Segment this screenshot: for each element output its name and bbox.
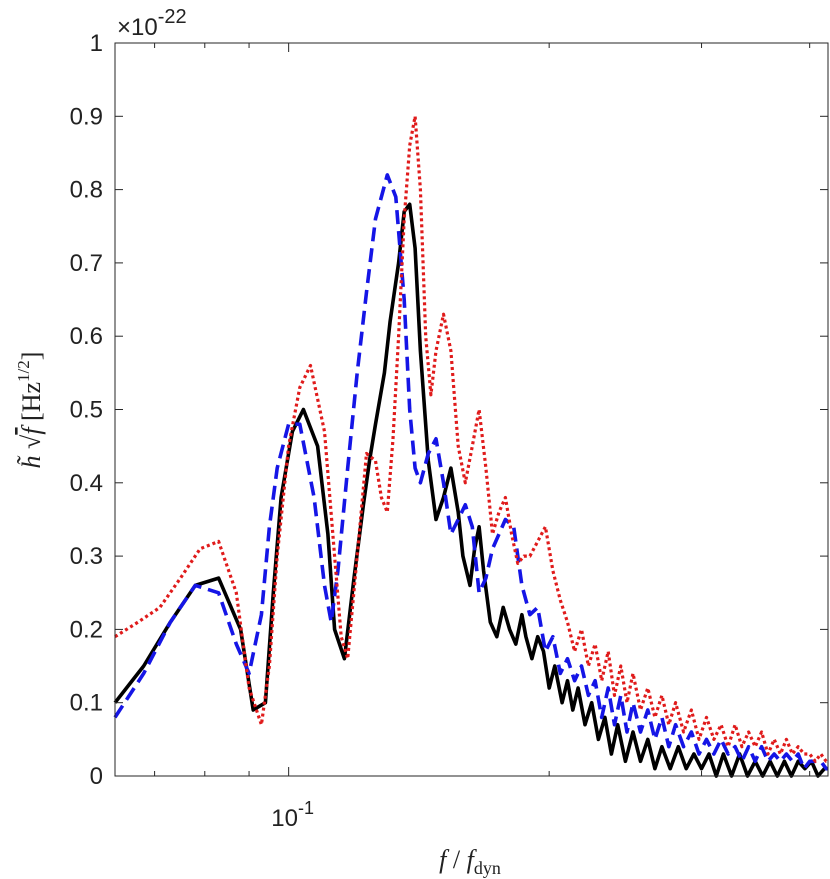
- y-axis-label-sqrt: √: [17, 434, 46, 456]
- y-tick-label: 0.2: [70, 616, 103, 643]
- y-axis-label-unit: [Hz: [17, 382, 46, 427]
- series-line-solid: [113, 202, 828, 778]
- x-axis-label-slash: /: [446, 845, 466, 874]
- y-tick-label: 0: [90, 763, 103, 790]
- y-multiplier: ×10-22: [117, 6, 187, 41]
- y-tick-label: 0.9: [70, 103, 103, 130]
- y-multiplier-exponent: -22: [158, 6, 187, 28]
- x-axis-label-fdyn: f: [467, 845, 478, 874]
- x-axis: 10-1: [154, 43, 811, 832]
- y-axis: 0 0.1 0.2 0.3 0.4 0.5 0.6 0.7 0.8 0.9 1: [70, 30, 828, 790]
- y-tick-label: 0.4: [70, 470, 103, 497]
- x-axis-label-sub: dyn: [474, 858, 501, 878]
- series-line-dashed: [113, 173, 829, 771]
- y-tick-label: 0.1: [70, 690, 103, 717]
- y-multiplier-base: ×10: [117, 14, 158, 41]
- y-axis-label: h̃ √f [Hz1/2]: [14, 352, 46, 469]
- y-tick-label: 0.6: [70, 323, 103, 350]
- plot-area: [115, 43, 828, 776]
- y-axis-label-h: h̃: [17, 455, 46, 469]
- y-tick-label: 1: [90, 30, 103, 57]
- x-axis-label-f: f: [439, 845, 450, 874]
- y-axis-label-f: f: [17, 424, 46, 435]
- x-tick-label-base: 10: [271, 805, 298, 832]
- series-line-dotted: [114, 114, 828, 763]
- x-axis-label: f / fdyn: [439, 845, 501, 878]
- series-layer: [113, 114, 829, 778]
- y-axis-label-exp: 1/2: [14, 360, 33, 382]
- x-tick-label-exponent: -1: [298, 798, 314, 818]
- x-tick-label: 10-1: [271, 798, 314, 832]
- y-tick-label: 0.3: [70, 543, 103, 570]
- y-tick-label: 0.7: [70, 250, 103, 277]
- y-tick-label: 0.5: [70, 397, 103, 424]
- y-axis-label-close: ]: [17, 352, 46, 361]
- y-tick-label: 0.8: [70, 177, 103, 204]
